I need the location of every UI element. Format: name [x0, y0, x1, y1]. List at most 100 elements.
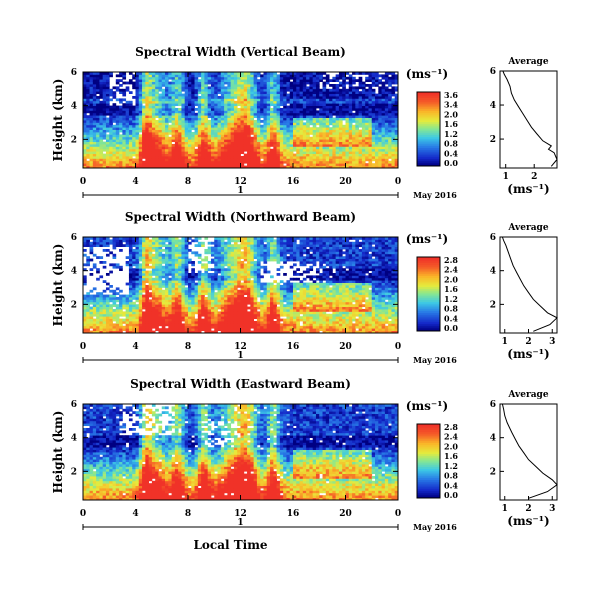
heatmap-cell	[299, 93, 304, 97]
heatmap-cell	[184, 144, 189, 147]
heatmap-cell	[86, 115, 90, 118]
heatmap-cell	[89, 158, 94, 162]
heatmap-cell	[191, 301, 195, 305]
heatmap-cell	[286, 129, 291, 133]
heatmap-cell	[207, 249, 212, 252]
heatmap-cell	[256, 144, 261, 147]
heatmap-cell	[371, 93, 376, 97]
heatmap-cell	[135, 88, 140, 92]
heatmap-cell	[283, 91, 287, 94]
heatmap-cell	[260, 124, 264, 128]
heatmap-cell	[378, 108, 382, 111]
heatmap-cell	[338, 151, 343, 154]
heatmap-cell	[306, 103, 310, 106]
heatmap-cell	[260, 153, 264, 157]
heatmap-cell	[220, 141, 225, 145]
heatmap-cell	[384, 156, 389, 159]
heatmap-cell	[237, 124, 241, 128]
heatmap-cell	[142, 120, 146, 123]
heatmap-cell	[155, 112, 159, 116]
heatmap-cell	[266, 103, 271, 106]
panel-northward: Spectral Width (Northward Beam)Height (k…	[51, 210, 558, 365]
heatmap-cell	[322, 165, 327, 169]
heatmap-cell	[299, 127, 304, 130]
heatmap-cell	[109, 115, 113, 118]
heatmap-cell	[394, 139, 399, 142]
heatmap-cell	[204, 330, 209, 334]
heatmap-cell	[286, 144, 291, 147]
heatmap-cell	[115, 323, 120, 327]
heatmap-cell	[270, 74, 274, 78]
heatmap-cell	[348, 81, 353, 85]
heatmap-cell	[125, 263, 130, 267]
heatmap-cell	[142, 258, 146, 262]
heatmap-cell	[256, 120, 261, 123]
heatmap-cell	[184, 244, 189, 247]
heatmap-cell	[348, 110, 353, 114]
heatmap-cell	[233, 108, 238, 111]
heatmap-cell	[204, 160, 209, 164]
heatmap-cell	[174, 148, 179, 152]
heatmap-cell	[243, 79, 248, 82]
heatmap-cell	[168, 86, 172, 90]
heatmap-cell	[322, 117, 327, 121]
heatmap-cell	[151, 165, 156, 169]
heatmap-cell	[260, 110, 264, 114]
heatmap-cell	[165, 318, 169, 322]
heatmap-cell	[168, 141, 172, 145]
heatmap-cell	[319, 117, 323, 121]
heatmap-cell	[142, 117, 146, 121]
heatmap-cell	[270, 129, 274, 133]
heatmap-cell	[171, 292, 176, 295]
heatmap-cell	[233, 144, 238, 147]
heatmap-cell	[201, 311, 205, 315]
heatmap-cell	[253, 146, 258, 150]
heatmap-cell	[348, 144, 353, 147]
heatmap-cell	[361, 124, 366, 128]
heatmap-cell	[188, 124, 192, 128]
heatmap-cell	[174, 79, 179, 82]
heatmap-cell	[207, 153, 212, 157]
heatmap-cell	[184, 277, 189, 281]
heatmap-cell	[171, 328, 176, 331]
heatmap-cell	[230, 156, 235, 159]
heatmap-cell	[279, 139, 284, 142]
heatmap-cell	[224, 91, 228, 94]
heatmap-cell	[138, 117, 143, 121]
heatmap-cell	[181, 163, 186, 166]
heatmap-cell	[197, 122, 202, 126]
heatmap-cell	[191, 163, 195, 166]
heatmap-cell	[253, 88, 258, 92]
heatmap-cell	[368, 139, 373, 142]
heatmap-cell	[86, 330, 90, 334]
heatmap-cell	[161, 103, 166, 106]
heatmap-cell	[220, 84, 225, 87]
heatmap-cell	[266, 79, 271, 82]
heatmap-cell	[148, 294, 153, 298]
heatmap-cell	[142, 301, 146, 305]
heatmap-cell	[128, 239, 133, 243]
heatmap-cell	[256, 112, 261, 116]
heatmap-cell	[237, 122, 241, 126]
heatmap-cell	[151, 72, 156, 75]
heatmap-cell	[168, 72, 172, 75]
heatmap-cell	[174, 72, 179, 75]
heatmap-cell	[148, 132, 153, 135]
heatmap-cell	[178, 273, 182, 276]
heatmap-cell	[207, 289, 212, 293]
heatmap-cell	[174, 158, 179, 162]
heatmap-cell	[204, 163, 209, 166]
heatmap-cell	[83, 253, 87, 257]
heatmap-cell	[342, 105, 346, 109]
heatmap-cell	[92, 132, 97, 135]
heatmap-cell	[165, 151, 169, 154]
heatmap-cell	[394, 103, 399, 106]
heatmap-cell	[191, 86, 195, 90]
heatmap-cell	[105, 148, 110, 152]
heatmap-cell	[174, 306, 179, 310]
heatmap-cell	[315, 144, 320, 147]
heatmap-cell	[158, 253, 163, 257]
heatmap-cell	[135, 108, 140, 111]
heatmap-cell	[250, 141, 255, 145]
heatmap-cell	[105, 237, 110, 240]
